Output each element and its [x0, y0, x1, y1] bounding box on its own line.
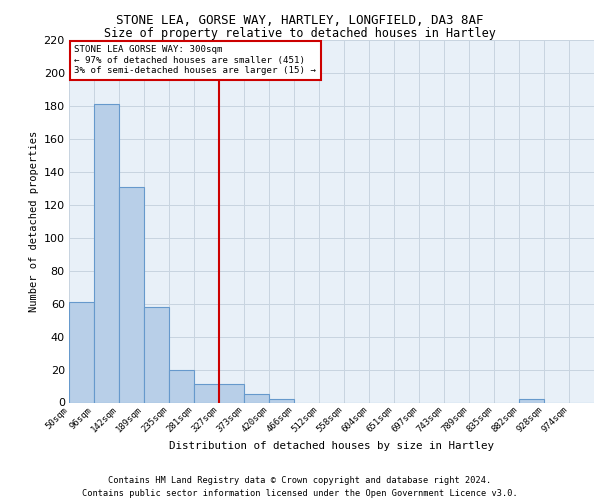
Y-axis label: Number of detached properties: Number of detached properties [29, 130, 40, 312]
Bar [519, 399, 544, 402]
Bar [144, 307, 169, 402]
Bar [194, 384, 219, 402]
Bar [269, 399, 294, 402]
Bar [119, 186, 144, 402]
Text: Contains HM Land Registry data © Crown copyright and database right 2024.
Contai: Contains HM Land Registry data © Crown c… [82, 476, 518, 498]
X-axis label: Distribution of detached houses by size in Hartley: Distribution of detached houses by size … [169, 442, 494, 452]
Text: Size of property relative to detached houses in Hartley: Size of property relative to detached ho… [104, 28, 496, 40]
Bar [219, 384, 244, 402]
Bar [244, 394, 269, 402]
Bar [169, 370, 194, 402]
Bar [94, 104, 119, 403]
Text: STONE LEA, GORSE WAY, HARTLEY, LONGFIELD, DA3 8AF: STONE LEA, GORSE WAY, HARTLEY, LONGFIELD… [116, 14, 484, 27]
Text: STONE LEA GORSE WAY: 300sqm
← 97% of detached houses are smaller (451)
3% of sem: STONE LEA GORSE WAY: 300sqm ← 97% of det… [74, 46, 316, 75]
Bar [69, 302, 94, 402]
